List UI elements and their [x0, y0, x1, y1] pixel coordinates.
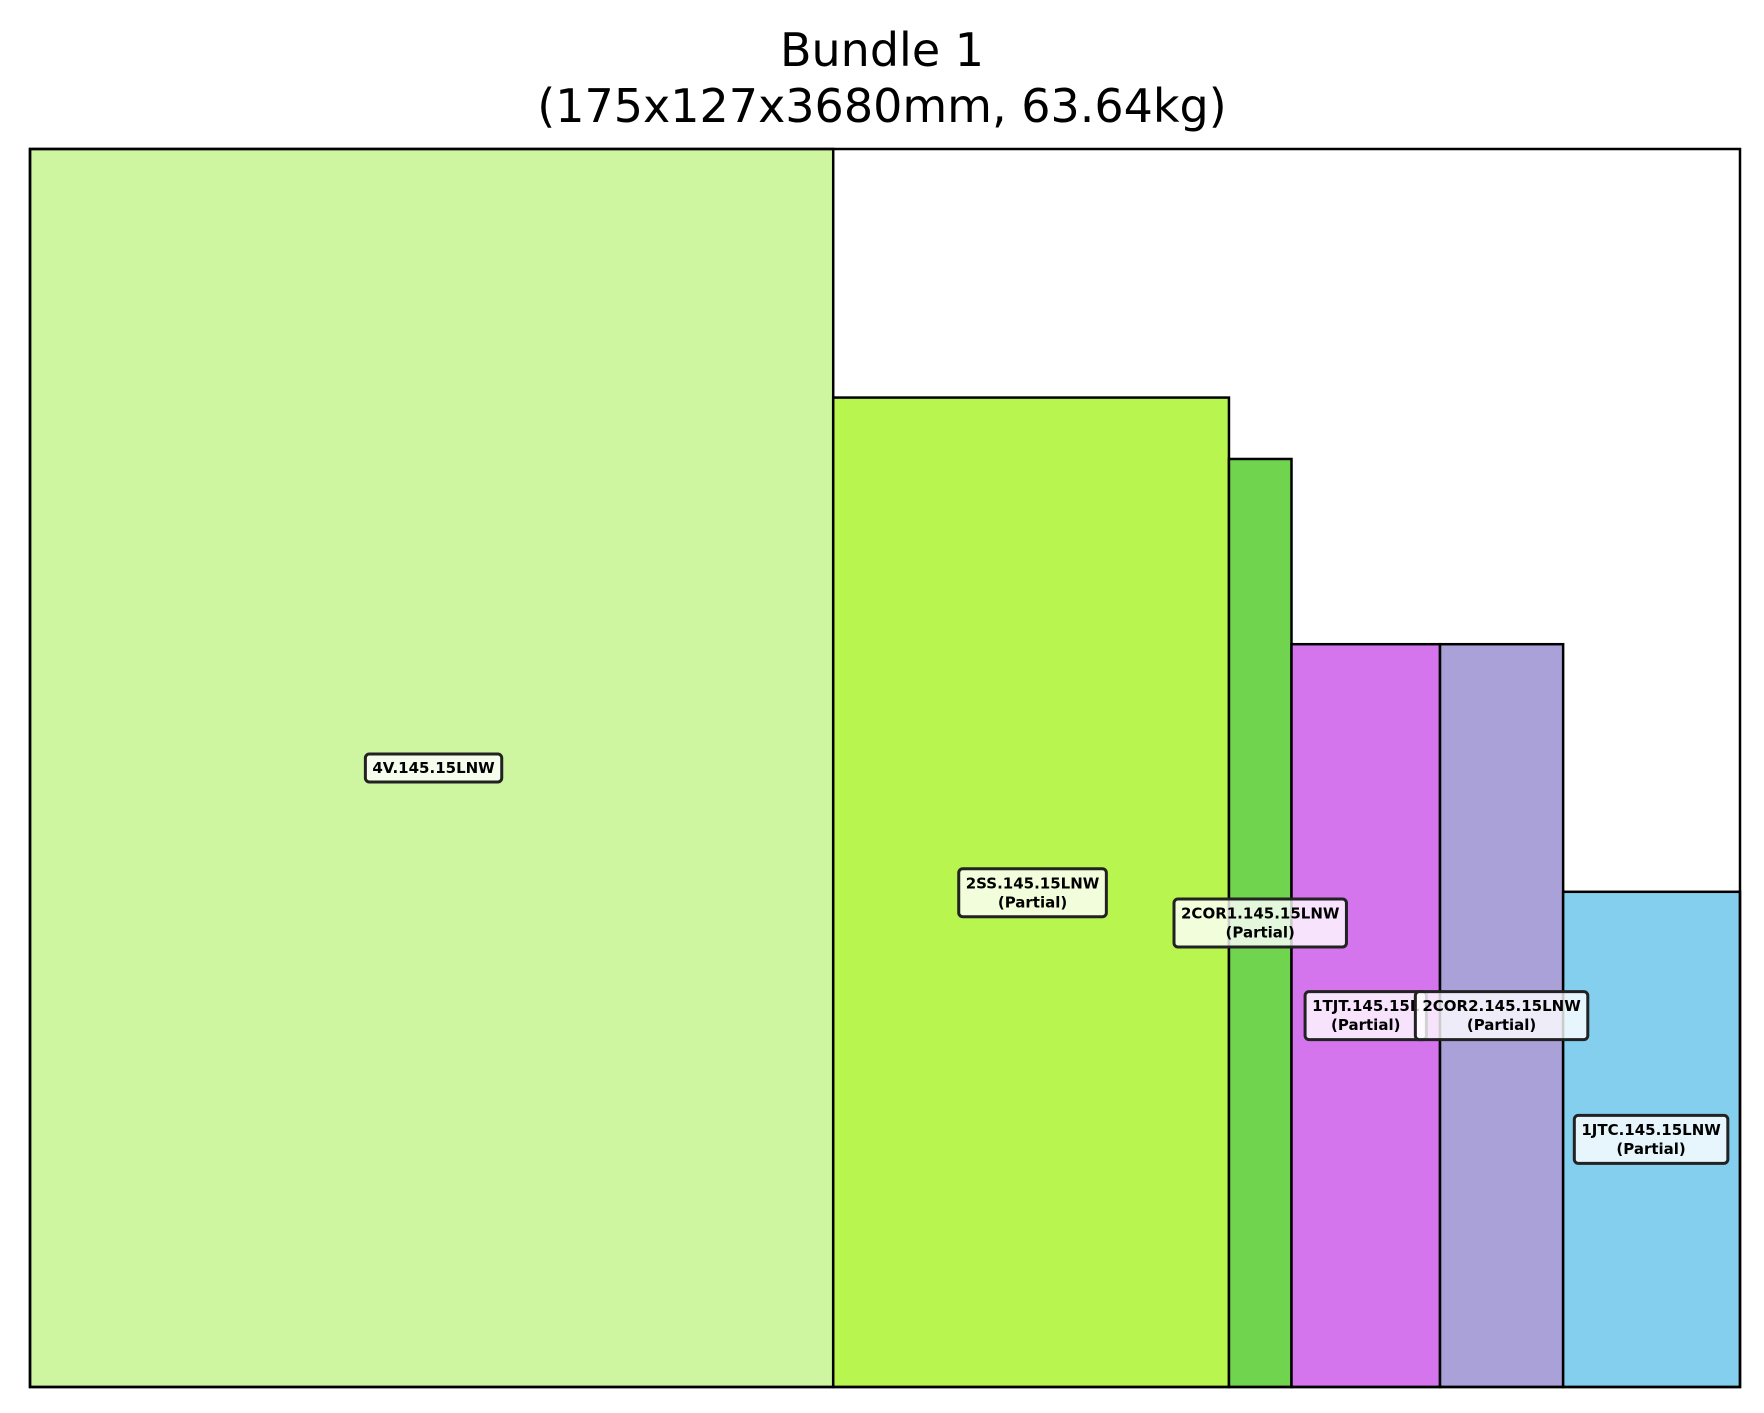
bundle-frame: [28, 147, 1742, 1389]
labels-layer: 4V.145.15LNW2SS.145.15LNW(Partial)2COR1.…: [363, 752, 1730, 1165]
piece-label-box: [957, 867, 1108, 919]
chart-title-line1: Bundle 1: [779, 23, 985, 77]
piece-label-status: (Partial): [998, 893, 1067, 911]
piece-label-box: [1413, 990, 1590, 1042]
piece-label-2cor1-145-15lnw: 2COR1.145.15LNW(Partial): [1172, 897, 1348, 949]
piece-label-name: 2COR1.145.15LNW: [1181, 904, 1340, 922]
piece-label-status: (Partial): [1467, 1016, 1536, 1034]
piece-label-1tjt-145-15lnw: 1TJT.145.15L(Partial): [1303, 990, 1428, 1042]
piece-label-status: (Partial): [1331, 1016, 1400, 1034]
piece-label-box: [1172, 897, 1348, 949]
chart-title-line2: (175x127x3680mm, 63.64kg): [537, 79, 1227, 133]
piece-label-status: (Partial): [1226, 923, 1295, 941]
piece-label-2ss-145-15lnw: 2SS.145.15LNW(Partial): [957, 867, 1108, 919]
piece-label-1jtc-145-15lnw: 1JTC.145.15LNW(Partial): [1572, 1113, 1730, 1165]
piece-label-box: [363, 752, 504, 784]
pieces-layer: [28, 147, 1742, 1389]
piece-label-4v-145-15lnw: 4V.145.15LNW: [363, 752, 504, 784]
piece-label-name: 2SS.145.15LNW: [966, 874, 1100, 892]
piece-label-box: [1572, 1113, 1730, 1165]
piece-label-name: 4V.145.15LNW: [372, 759, 495, 777]
chart-title: Bundle 1 (175x127x3680mm, 63.64kg): [0, 22, 1764, 134]
piece-label-2cor2-145-15lnw: 2COR2.145.15LNW(Partial): [1413, 990, 1590, 1042]
piece-label-name: 1JTC.145.15LNW: [1581, 1121, 1721, 1139]
piece-label-name: 2COR2.145.15LNW: [1422, 997, 1581, 1015]
piece-label-status: (Partial): [1616, 1140, 1685, 1158]
piece-label-name: 1TJT.145.15L: [1312, 997, 1420, 1015]
